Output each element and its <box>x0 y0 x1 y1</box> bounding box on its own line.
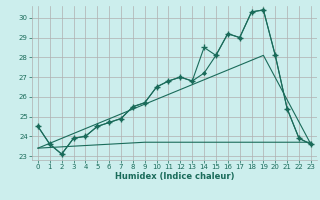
X-axis label: Humidex (Indice chaleur): Humidex (Indice chaleur) <box>115 172 234 181</box>
